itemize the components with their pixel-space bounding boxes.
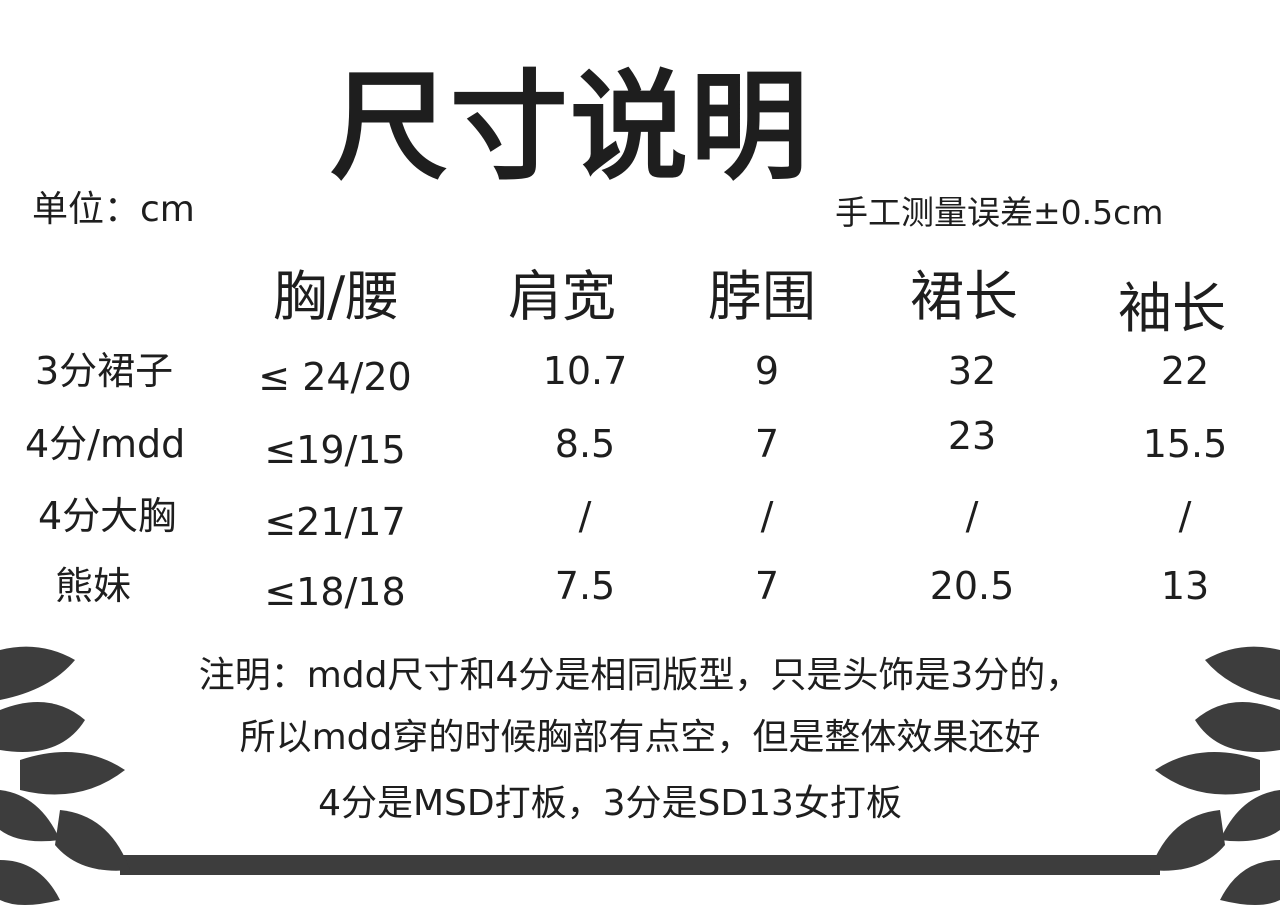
table-cell: ≤19/15: [264, 428, 406, 472]
table-cell: 8.5: [554, 422, 616, 466]
table-cell: ≤18/18: [264, 570, 406, 614]
header-skirt-length: 裙长: [910, 265, 1018, 328]
leaf-decoration-left: [0, 646, 130, 905]
table-cell: /: [965, 494, 979, 538]
table-cell: /: [1178, 494, 1192, 538]
row-label: 4分大胸: [38, 494, 177, 538]
unit-label: 单位：cm: [32, 189, 195, 230]
page-title: 尺寸说明: [330, 58, 811, 196]
header-chest-waist: 胸/腰: [273, 265, 400, 328]
table-cell: 9: [754, 349, 780, 393]
table-cell: 10.7: [542, 349, 628, 393]
error-note: 手工测量误差±0.5cm: [835, 193, 1164, 232]
row-label: 熊妹: [55, 564, 132, 608]
row-label: 4分/mdd: [25, 422, 186, 466]
table-cell: 22: [1160, 349, 1210, 393]
header-sleeve-length: 袖长: [1118, 277, 1226, 340]
table-cell: 32: [947, 349, 997, 393]
note-line: 4分是MSD打板，3分是SD13女打板: [318, 783, 902, 824]
note-line: 注明：mdd尺寸和4分是相同版型，只是头饰是3分的，: [198, 655, 1082, 696]
table-cell: 7: [754, 422, 780, 466]
table-cell: 7: [754, 564, 780, 608]
header-shoulder: 肩宽: [508, 265, 616, 328]
table-cell: 7.5: [554, 564, 616, 608]
bottom-divider: [120, 855, 1160, 875]
table-cell: ≤ 24/20: [258, 355, 412, 399]
table-cell: 20.5: [929, 564, 1015, 608]
table-cell: ≤21/17: [264, 500, 406, 544]
header-neck: 脖围: [708, 265, 816, 328]
row-label: 3分裙子: [35, 349, 174, 393]
table-cell: 15.5: [1142, 422, 1228, 466]
leaf-decoration-right: [1150, 646, 1280, 905]
table-cell: 23: [947, 414, 997, 458]
note-line: 所以mdd穿的时候胸部有点空，但是整体效果还好: [239, 717, 1041, 758]
table-cell: /: [760, 494, 774, 538]
table-cell: /: [578, 494, 592, 538]
table-cell: 13: [1160, 564, 1210, 608]
